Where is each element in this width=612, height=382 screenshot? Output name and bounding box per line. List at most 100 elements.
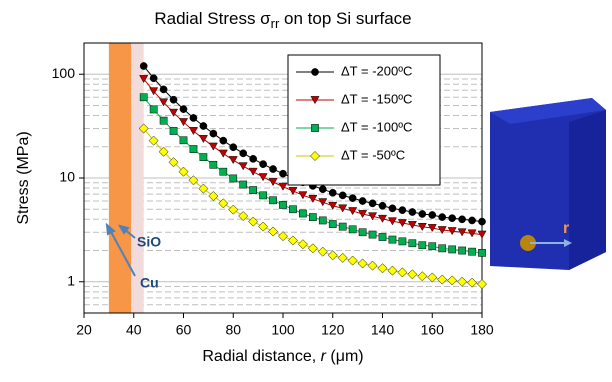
- x-tick-label: 80: [225, 322, 241, 338]
- marker: [220, 168, 227, 175]
- marker: [289, 206, 296, 213]
- marker: [288, 236, 297, 245]
- marker: [260, 161, 267, 168]
- legend-label: ΔT = -150ºC: [341, 91, 412, 106]
- marker: [449, 215, 456, 222]
- marker: [349, 195, 356, 202]
- marker: [180, 106, 187, 113]
- marker: [419, 242, 426, 249]
- marker: [409, 208, 416, 215]
- y-tick-label: 10: [59, 169, 75, 185]
- marker: [399, 207, 406, 214]
- marker: [311, 68, 318, 75]
- marker: [268, 227, 277, 236]
- inset-label: r: [563, 220, 569, 237]
- marker: [140, 94, 147, 101]
- legend-label: ΔT = -200ºC: [341, 63, 412, 78]
- x-tick-label: 60: [176, 322, 192, 338]
- marker: [449, 246, 456, 253]
- y-axis-label: Stress (MPa): [15, 131, 32, 224]
- marker: [250, 155, 257, 162]
- marker: [439, 245, 446, 252]
- marker: [249, 217, 258, 226]
- marker: [160, 117, 167, 124]
- marker: [418, 272, 427, 281]
- marker: [299, 192, 307, 199]
- marker: [468, 248, 475, 255]
- region-band: [109, 43, 131, 313]
- marker: [289, 187, 297, 194]
- marker: [399, 238, 406, 245]
- x-tick-label: 180: [470, 322, 494, 338]
- marker: [140, 62, 147, 69]
- marker: [477, 279, 486, 288]
- marker: [389, 236, 396, 243]
- marker: [438, 275, 447, 284]
- marker: [239, 163, 247, 170]
- region-label: SiO: [137, 234, 161, 250]
- marker: [200, 154, 207, 161]
- x-tick-label: 140: [371, 322, 395, 338]
- marker: [180, 137, 187, 144]
- marker: [219, 150, 227, 157]
- marker: [349, 226, 356, 233]
- marker: [240, 150, 247, 157]
- marker: [210, 130, 217, 137]
- marker: [150, 106, 157, 113]
- marker: [368, 213, 376, 220]
- inset-model: [490, 98, 606, 270]
- chart-title: Radial Stress σrr on top Si surface: [154, 9, 411, 31]
- y-tick-label: 1: [67, 272, 75, 288]
- marker: [318, 247, 327, 256]
- marker: [229, 156, 237, 163]
- legend-label: ΔT = -50ºC: [341, 147, 405, 162]
- marker: [468, 217, 475, 224]
- marker: [369, 200, 376, 207]
- marker: [458, 277, 467, 286]
- marker: [329, 189, 336, 196]
- marker: [378, 215, 386, 222]
- marker: [448, 276, 457, 285]
- region-label: Cu: [140, 275, 159, 291]
- marker: [359, 197, 366, 204]
- marker: [358, 259, 367, 268]
- marker: [250, 186, 257, 193]
- marker: [349, 207, 357, 214]
- marker: [309, 213, 316, 220]
- x-tick-label: 40: [126, 322, 142, 338]
- marker: [160, 86, 167, 93]
- marker: [329, 202, 337, 209]
- marker: [398, 219, 406, 226]
- marker: [409, 240, 416, 247]
- marker: [368, 261, 377, 270]
- marker: [478, 249, 485, 256]
- marker: [279, 201, 286, 208]
- title-end: on top Si surface: [279, 9, 411, 28]
- marker: [150, 75, 157, 82]
- marker: [378, 264, 387, 273]
- marker: [229, 205, 238, 214]
- marker: [319, 217, 326, 224]
- marker: [419, 210, 426, 217]
- marker: [259, 222, 268, 231]
- marker: [339, 223, 346, 230]
- marker: [269, 165, 276, 172]
- marker: [279, 183, 287, 190]
- marker: [259, 174, 267, 181]
- marker: [170, 127, 177, 134]
- legend-label: ΔT = -100ºC: [341, 119, 412, 134]
- xlabel-end: (μm): [326, 348, 364, 365]
- x-tick-label: 20: [76, 322, 92, 338]
- marker: [220, 137, 227, 144]
- x-tick-label: 160: [421, 322, 445, 338]
- marker: [190, 114, 197, 121]
- marker: [311, 124, 318, 131]
- marker: [190, 145, 197, 152]
- marker: [269, 197, 276, 204]
- marker: [439, 213, 446, 220]
- chart: Radial Stress σrr on top Si surface Radi…: [0, 0, 612, 377]
- marker: [369, 231, 376, 238]
- marker: [339, 192, 346, 199]
- marker: [329, 220, 336, 227]
